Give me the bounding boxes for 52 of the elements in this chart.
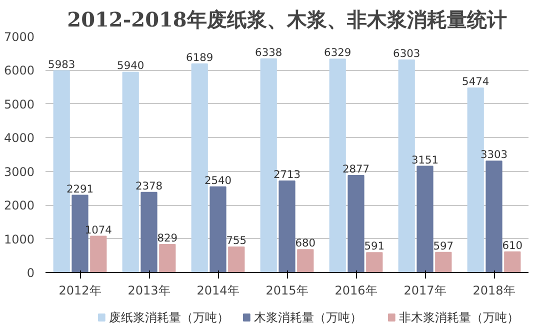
x-tick-label: 2013年 [128, 284, 170, 298]
data-label: 610 [502, 238, 523, 252]
data-label: 829 [157, 232, 178, 245]
x-tick-label: 2017年 [404, 284, 446, 298]
y-tick-label: 0 [26, 266, 35, 280]
bar [486, 160, 502, 272]
data-label: 3303 [480, 148, 508, 162]
bar [435, 252, 452, 272]
bar [90, 236, 107, 272]
bar [416, 166, 434, 272]
y-tick-label: 4000 [4, 131, 35, 146]
data-label: 6303 [393, 47, 420, 60]
data-label: 2378 [135, 179, 163, 192]
y-tick-label: 7000 [4, 30, 35, 44]
bar [140, 192, 158, 272]
chart-title: 2012-2018年废纸浆、木浆、非木浆消耗量统计 [67, 8, 507, 32]
legend-label: 非木浆消耗量（万吨） [398, 310, 519, 324]
y-tick-label: 5000 [4, 97, 35, 112]
data-label: 2540 [204, 174, 232, 187]
bar [297, 249, 314, 272]
legend-label: 木浆消耗量（万吨） [254, 310, 362, 324]
y-tick-label: 1000 [4, 232, 35, 246]
x-tick-label: 2014年 [196, 284, 240, 298]
bar [366, 252, 383, 272]
data-label: 5983 [48, 58, 76, 71]
data-label: 6329 [324, 46, 352, 60]
data-label: 2877 [342, 162, 370, 176]
data-label: 6338 [255, 46, 282, 59]
x-tick-label: 2018年 [472, 284, 516, 298]
bar [159, 244, 176, 272]
bar [210, 186, 226, 272]
data-label: 680 [295, 236, 316, 250]
bar [228, 246, 245, 272]
y-tick-label: 3000 [4, 164, 35, 179]
data-label: 591 [364, 240, 385, 253]
x-tick-label: 2012年 [58, 284, 102, 298]
data-label: 5940 [117, 59, 144, 72]
x-tick-label: 2015年 [266, 284, 308, 298]
y-tick-label: 6000 [4, 64, 35, 78]
bar [278, 180, 296, 272]
legend-label: 废纸浆消耗量（万吨） [108, 310, 229, 324]
data-label: 755 [226, 234, 247, 248]
bar [504, 251, 521, 272]
x-tick-label: 2016年 [334, 284, 378, 298]
data-label: 6189 [186, 50, 214, 64]
y-tick-label: 2000 [4, 198, 35, 213]
data-label: 2713 [273, 168, 301, 182]
data-label: 2291 [66, 182, 94, 196]
data-label: 3151 [411, 153, 439, 166]
data-label: 5474 [462, 74, 490, 88]
bar [348, 175, 364, 272]
data-label: 597 [433, 239, 454, 252]
